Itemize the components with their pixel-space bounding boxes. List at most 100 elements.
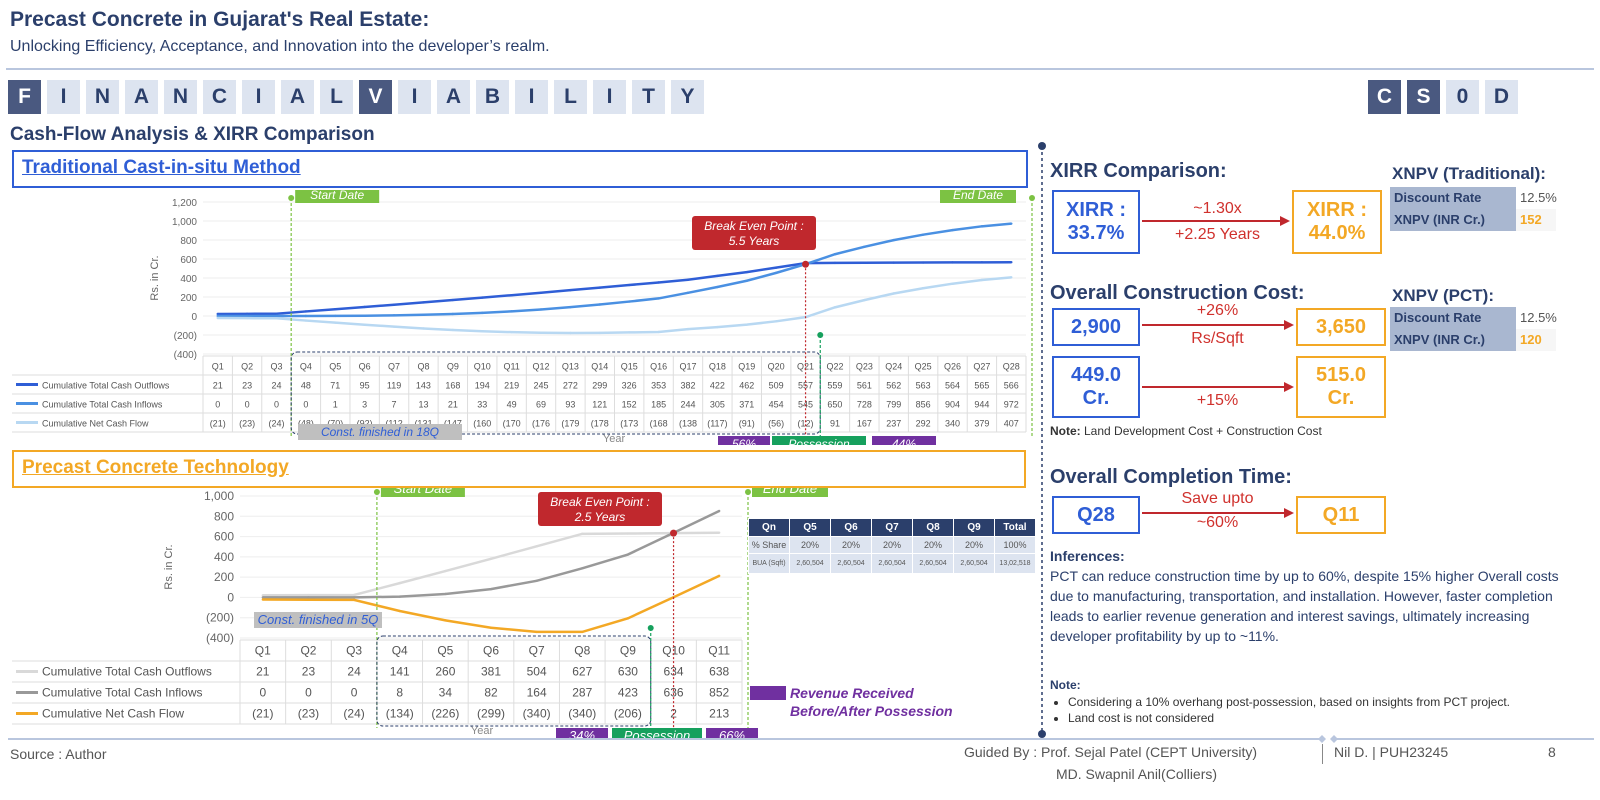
data-point [216, 314, 219, 318]
data-point [444, 619, 447, 622]
data-point [569, 305, 572, 309]
xirr-pct-box: XIRR : 44.0% [1292, 190, 1382, 254]
time-pct-box: Q11 [1296, 496, 1386, 534]
possession-dot [647, 625, 654, 631]
data-label: 164 [527, 686, 547, 700]
data-label: (24) [268, 418, 284, 428]
data-label: 340 [945, 418, 960, 428]
data-label: (173 [620, 418, 638, 428]
data-point [717, 531, 721, 534]
break-even-dot [670, 529, 678, 537]
footer-separator [1322, 744, 1323, 764]
data-label: 121 [592, 399, 607, 409]
data-point [245, 312, 249, 316]
data-point [392, 303, 396, 306]
possession-pill: Possession [788, 437, 850, 445]
data-label: 8 [396, 686, 403, 700]
data-point [581, 630, 584, 634]
data-label: 34 [439, 686, 453, 700]
xnpv-pct-title: XNPV (PCT): [1392, 286, 1494, 305]
data-point [352, 598, 356, 602]
qtable-cell: 100% [994, 536, 1036, 554]
start-date-tag [380, 488, 465, 497]
x-category-label: Q16 [650, 361, 667, 371]
time-save-label: Save upto [1181, 490, 1254, 507]
data-point [863, 245, 866, 249]
start-date-dot [373, 489, 380, 495]
xnpv-key: Discount Rate [1390, 307, 1516, 329]
revenue-legend-swatch [750, 686, 786, 700]
data-point [626, 532, 630, 535]
revenue-legend-line2: Before/After Possession [790, 703, 953, 719]
data-point [261, 594, 265, 597]
data-label: 7 [392, 399, 397, 409]
qtable-cell: 20% [871, 536, 913, 554]
data-label: (48) [298, 418, 314, 428]
banner-letter: A [437, 80, 470, 114]
end-date-dot [1029, 195, 1035, 201]
y-tick-label: 200 [214, 570, 234, 584]
banner-letter: N [86, 80, 119, 114]
qtable-cell: 2,60,504 [871, 553, 913, 574]
data-point [569, 288, 572, 292]
data-label: 33 [477, 399, 487, 409]
before-possession-pill: 56% [732, 437, 756, 445]
data-point [481, 296, 484, 299]
data-point [892, 261, 895, 264]
quarter-share-table: Qn Q5 Q6 Q7 Q8 Q9 Total% Share 20% 20% 20% 20% 20% 1… [748, 518, 1036, 574]
data-point [1010, 222, 1013, 225]
data-label: 561 [857, 380, 872, 390]
qtable-header: Q6 [830, 518, 872, 537]
data-point [717, 574, 721, 578]
x-category-label: Q17 [679, 361, 696, 371]
legend-label: Cumulative Total Cash Inflows [42, 686, 203, 700]
data-point [774, 320, 778, 323]
data-label: 562 [886, 380, 901, 390]
data-point [334, 321, 337, 324]
data-label: (131 [414, 418, 432, 428]
total-increase: +15% [1196, 392, 1239, 409]
before-possession-pill-bg [718, 436, 770, 445]
total-traditional-value: 449.0 [1070, 364, 1122, 386]
total-traditional-box: 449.0 Cr. [1052, 356, 1140, 418]
banner-letter: I [515, 80, 548, 114]
data-label: (170 [503, 418, 521, 428]
data-point [686, 327, 690, 331]
xnpv-value: 152 [1516, 209, 1556, 231]
data-point [363, 323, 366, 326]
data-point [422, 313, 425, 316]
xirr-traditional-label: XIRR : [1066, 199, 1126, 221]
data-point [627, 331, 631, 334]
x-category-label: Q27 [973, 361, 990, 371]
data-point [951, 282, 954, 285]
y-tick-label: 1,000 [204, 489, 234, 503]
author-id: Nil D. | PUH23245 [1334, 744, 1449, 760]
y-tick-label: 800 [214, 509, 234, 523]
banner-letter: I [242, 80, 275, 114]
data-label: 272 [563, 380, 578, 390]
start-date-label: Start Date [310, 190, 364, 202]
x-category-label: Q23 [856, 361, 873, 371]
x-axis-label: Year [471, 725, 494, 737]
xnpv-row: Discount Rate 12.5% [1390, 307, 1557, 329]
x-category-label: Q18 [709, 361, 726, 371]
data-point [444, 592, 447, 596]
data-point [627, 283, 631, 287]
total-pct-value: 515.0 [1315, 364, 1367, 386]
xnpv-value: 12.5% [1520, 310, 1557, 325]
xnpv-key: XNPV (INR Cr.) [1390, 209, 1516, 231]
data-label: 119 [387, 380, 401, 390]
data-point [275, 314, 278, 318]
data-point [444, 569, 447, 573]
data-point [539, 291, 543, 294]
data-point [481, 330, 484, 333]
after-possession-pill-bg [872, 436, 936, 445]
cost-note-label: Note: [1050, 424, 1081, 438]
xnpv-pct-table: Discount Rate 12.5% XNPV (INR Cr.) 120 [1390, 307, 1557, 351]
xirr-pct-label: XIRR : [1307, 199, 1367, 221]
data-label: (160 [473, 418, 491, 428]
data-label: 24 [347, 665, 361, 679]
data-point [892, 292, 895, 295]
break-even-value: 5.5 Years [729, 234, 779, 248]
inferences-text: PCT can reduce construction time by up t… [1050, 568, 1559, 644]
